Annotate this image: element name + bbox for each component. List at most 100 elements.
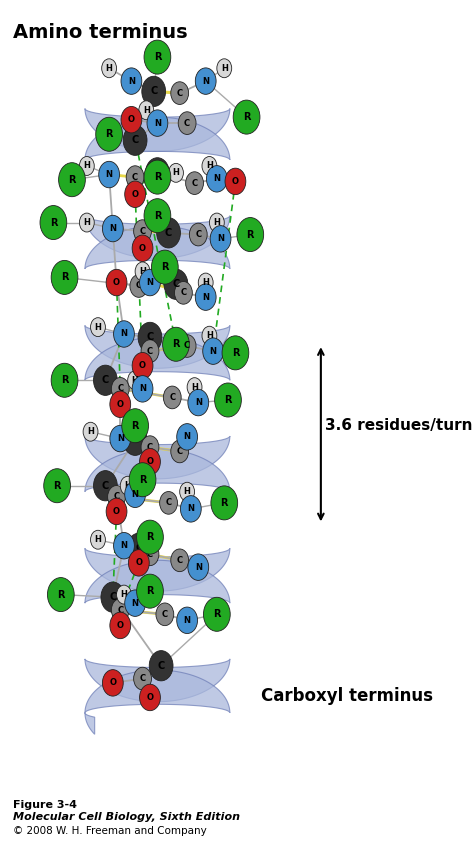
Ellipse shape	[110, 426, 131, 452]
Text: H: H	[87, 427, 94, 436]
Ellipse shape	[149, 651, 173, 681]
Text: R: R	[213, 609, 220, 619]
Text: R: R	[243, 112, 250, 122]
Text: N: N	[154, 119, 161, 127]
Ellipse shape	[134, 220, 152, 243]
Ellipse shape	[203, 338, 224, 365]
Ellipse shape	[114, 532, 134, 559]
Text: N: N	[120, 329, 128, 339]
Ellipse shape	[99, 162, 119, 187]
Ellipse shape	[93, 366, 117, 396]
Ellipse shape	[144, 40, 171, 74]
Text: Molecular Cell Biology, Sixth Edition: Molecular Cell Biology, Sixth Edition	[12, 813, 239, 822]
Text: C: C	[139, 227, 146, 236]
Ellipse shape	[217, 58, 232, 77]
Ellipse shape	[132, 353, 153, 379]
Ellipse shape	[125, 590, 146, 617]
Text: N: N	[106, 170, 113, 179]
Ellipse shape	[114, 321, 134, 347]
Text: R: R	[232, 347, 239, 358]
Text: C: C	[169, 393, 175, 402]
Text: O: O	[117, 400, 124, 408]
Text: N: N	[213, 175, 220, 183]
Ellipse shape	[102, 58, 117, 77]
Text: C: C	[135, 544, 143, 553]
Text: R: R	[246, 230, 254, 240]
Text: C: C	[173, 280, 180, 289]
Ellipse shape	[111, 378, 129, 400]
Ellipse shape	[152, 250, 178, 284]
Ellipse shape	[222, 336, 249, 370]
Text: H: H	[184, 488, 191, 496]
Ellipse shape	[80, 157, 94, 175]
Ellipse shape	[225, 169, 246, 194]
Ellipse shape	[178, 335, 196, 358]
Ellipse shape	[171, 440, 189, 463]
Ellipse shape	[139, 448, 160, 475]
Polygon shape	[85, 561, 230, 603]
Text: C: C	[184, 341, 190, 351]
Text: O: O	[139, 361, 146, 370]
Ellipse shape	[207, 166, 227, 192]
Text: C: C	[131, 435, 139, 445]
Text: H: H	[143, 106, 150, 114]
Text: C: C	[165, 498, 172, 507]
Polygon shape	[85, 449, 230, 492]
Ellipse shape	[47, 578, 74, 611]
Text: H: H	[94, 322, 101, 332]
Ellipse shape	[111, 599, 129, 622]
Text: O: O	[146, 693, 154, 702]
Text: C: C	[131, 135, 139, 145]
Polygon shape	[85, 659, 230, 702]
Text: N: N	[139, 384, 146, 393]
Ellipse shape	[211, 486, 237, 520]
Ellipse shape	[40, 206, 67, 240]
Polygon shape	[85, 216, 230, 259]
Ellipse shape	[195, 68, 216, 95]
Polygon shape	[85, 549, 230, 591]
Text: C: C	[147, 443, 153, 452]
Text: C: C	[136, 281, 142, 291]
Text: H: H	[106, 64, 112, 73]
Text: R: R	[224, 395, 232, 405]
Text: H: H	[120, 590, 128, 599]
Ellipse shape	[91, 531, 105, 550]
Ellipse shape	[187, 378, 202, 396]
Text: C: C	[184, 119, 190, 127]
Text: N: N	[120, 541, 128, 550]
Text: R: R	[139, 475, 146, 485]
Text: N: N	[132, 599, 138, 608]
Ellipse shape	[169, 163, 183, 182]
Ellipse shape	[186, 172, 203, 194]
Polygon shape	[85, 108, 230, 151]
Text: C: C	[146, 333, 154, 342]
Ellipse shape	[210, 225, 231, 252]
Text: N: N	[202, 77, 209, 86]
Ellipse shape	[171, 82, 189, 104]
Ellipse shape	[121, 107, 142, 133]
Text: N: N	[202, 292, 209, 302]
Text: R: R	[61, 273, 68, 282]
Ellipse shape	[177, 424, 198, 450]
Ellipse shape	[110, 391, 131, 417]
Ellipse shape	[96, 117, 122, 151]
Text: C: C	[191, 179, 198, 187]
Text: H: H	[132, 376, 138, 384]
Ellipse shape	[125, 181, 146, 207]
Ellipse shape	[164, 269, 188, 299]
Text: R: R	[154, 52, 161, 62]
Ellipse shape	[91, 317, 105, 336]
Ellipse shape	[106, 498, 127, 525]
Ellipse shape	[132, 235, 153, 261]
Polygon shape	[85, 117, 230, 160]
Text: O: O	[232, 177, 239, 186]
Text: C: C	[162, 610, 168, 619]
Ellipse shape	[181, 495, 201, 522]
Text: O: O	[113, 507, 120, 516]
Text: C: C	[147, 550, 153, 559]
Text: H: H	[191, 383, 198, 391]
Text: H: H	[83, 162, 90, 170]
Polygon shape	[85, 670, 230, 734]
Text: C: C	[139, 674, 146, 683]
Ellipse shape	[202, 326, 217, 345]
